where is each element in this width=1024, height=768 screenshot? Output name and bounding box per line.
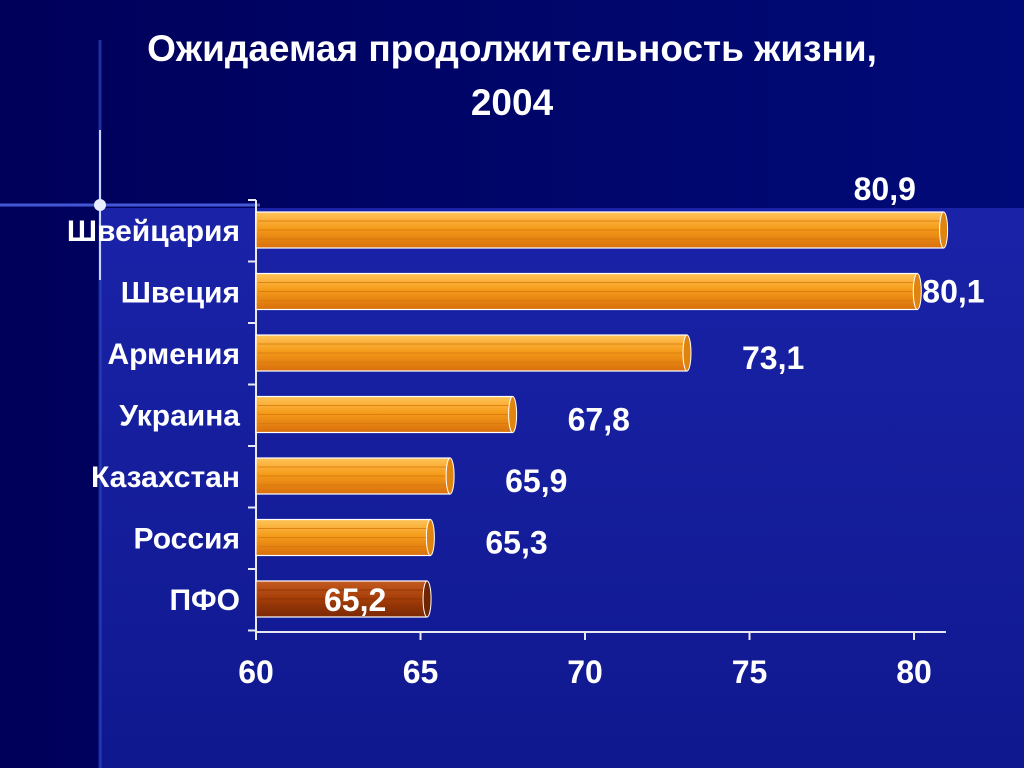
chart-title-line-2: 2004: [470, 82, 554, 123]
chart-title-line-1: Ожидаемая продолжительность жизни,: [147, 28, 877, 69]
category-label: Россия: [133, 523, 240, 556]
value-label: 67,8: [568, 402, 630, 438]
x-tick-label: 75: [732, 654, 768, 690]
category-label: ПФО: [169, 584, 240, 617]
category-label: Казахстан: [91, 461, 240, 494]
category-label: Украина: [119, 400, 240, 433]
category-label: Швейцария: [67, 215, 240, 248]
x-tick-label: 65: [403, 654, 439, 690]
bar-end-cap: [425, 519, 435, 556]
value-label: 65,2: [324, 582, 386, 618]
x-tick-label: 80: [896, 654, 932, 690]
bar-end-cap: [508, 396, 518, 433]
bar-end-cap: [912, 273, 922, 310]
bar-end-cap: [445, 457, 455, 495]
category-label: Швеция: [121, 277, 240, 310]
bar-end-cap: [939, 211, 949, 249]
value-label: 65,9: [505, 463, 567, 499]
x-tick-label: 60: [238, 654, 274, 690]
value-label: 73,1: [742, 340, 804, 376]
sparkle-decoration: [0, 40, 260, 768]
x-tick-label: 70: [567, 654, 603, 690]
bar-end-cap: [422, 580, 432, 618]
value-label: 65,3: [485, 525, 547, 561]
bar-end-cap: [682, 334, 692, 372]
category-label: Армения: [107, 338, 240, 371]
value-label: 80,1: [922, 274, 984, 310]
value-label: 80,9: [854, 171, 916, 207]
